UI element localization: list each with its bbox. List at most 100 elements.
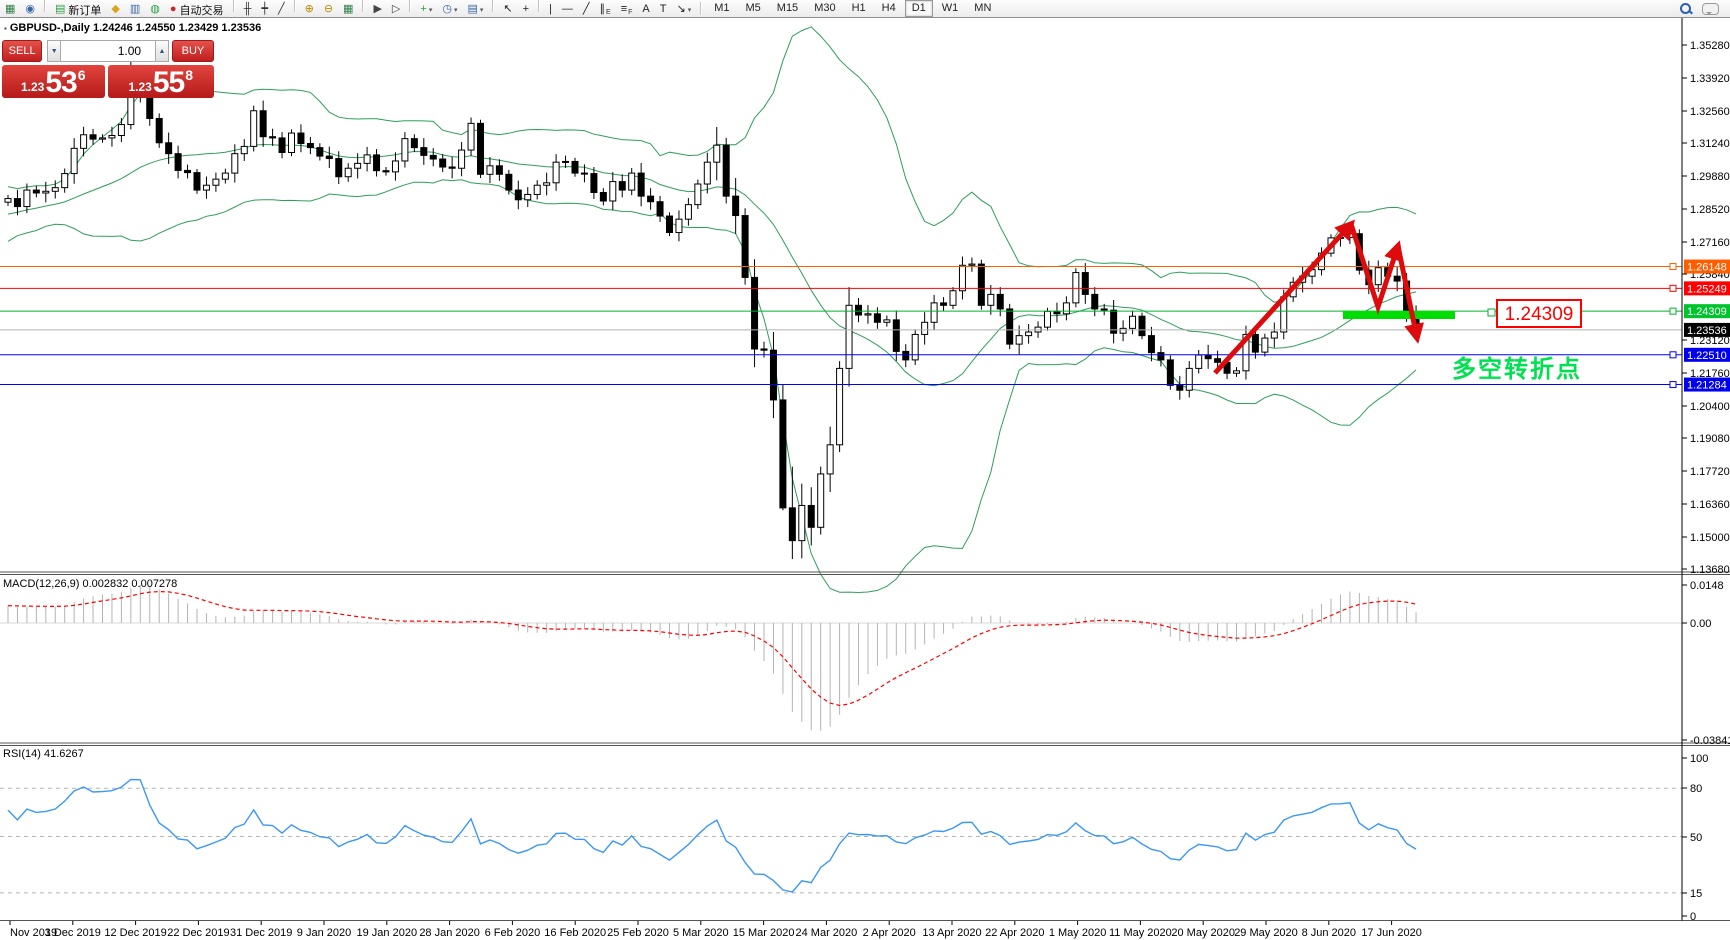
candle-chart-icon: ┿ [261,3,268,15]
tile-windows-icon: ▦ [343,3,354,15]
styles-bucket-icon[interactable]: ◆ [107,1,123,18]
axis-tick-label: 1.21760 [1690,368,1730,380]
final-drop-arrow[interactable] [1395,245,1424,344]
support-zone-bar[interactable] [1343,311,1455,319]
templates-icon[interactable]: ▤ ▾ [463,1,487,18]
buy-price-box[interactable]: 1.23 55 8 [107,65,214,98]
market-watch-icon: ▥ [129,3,141,15]
print-preview-icon[interactable]: ◉ [21,1,39,18]
trend-annotations[interactable]: 1.24309 多空转折点 [1213,219,1582,383]
zoom-in-icon[interactable]: ⊕ [301,1,318,18]
sell-button[interactable]: SELL [2,40,43,62]
axis-tick-label: 1.15000 [1690,532,1730,544]
zigzag-pullback[interactable] [1348,223,1404,316]
periods-icon[interactable]: ◷ ▾ [438,1,461,18]
price-badge-text: 1.22510 [1687,350,1727,362]
axis-tick-label: 1.20400 [1690,401,1730,413]
macd-pane: MACD(12,26,9) 0.002832 0.007278 [0,578,1682,731]
zoom-in-icon: ⊕ [304,3,314,15]
level-line-anchor[interactable] [1669,381,1677,389]
timeframe-w1[interactable]: W1 [941,2,959,14]
fibo-icon: ≡ [620,3,628,15]
fibo-icon[interactable]: ≡ F [617,1,637,18]
timeframe-mn[interactable]: MN [974,2,992,14]
search-icon[interactable] [1679,2,1692,15]
level-line-anchor[interactable] [1669,284,1677,292]
bar-chart-icon[interactable]: ╫ [240,1,256,18]
auto-trading-icon[interactable]: ● 自动交易 [166,1,228,18]
level-line-anchor[interactable] [1669,263,1677,271]
timeframe-m5[interactable]: M5 [745,2,761,14]
indicators-icon[interactable]: + ▾ [416,1,436,18]
toolbar-separator [700,2,703,15]
cursor-icon: ↖ [503,3,513,15]
price-badge-text: 1.26148 [1687,262,1727,274]
arrows-icon[interactable]: ↘ ▾ [672,1,695,18]
macd-axis-label: -0.038415 [1690,735,1730,747]
price-callout-text: 1.24309 [1505,304,1574,325]
price-badge [1684,377,1730,392]
candle-chart-icon[interactable]: ┿ [257,1,272,18]
market-watch-icon[interactable]: ▥ [126,1,144,18]
chart-area[interactable]: 1.24309 多空转折点 MACD(12,26,9) 0.002832 0.007… [0,17,1730,940]
axis-tick-label: 1.31240 [1690,138,1730,150]
auto-trading-icon-label: 自动交易 [179,4,224,17]
trendline-icon[interactable]: ╱ [579,1,594,18]
price-badge [1684,347,1730,362]
price-badge [1684,304,1730,319]
volume-input[interactable] [61,40,156,62]
timeframe-m1[interactable]: M1 [714,2,730,14]
auto-trading-icon: ● [169,3,177,15]
buy-button[interactable]: BUY [171,40,215,62]
chart-window-icon[interactable]: ▦ [1,1,19,18]
toolbar-left-group: ▦ ◉ ▤ 新订单 ◆ ▥ ◍ ● 自动交易 ╫ ┿ ╱ ⊕ ⊖ ▦ ▶ ▷ + ▾ ◷ ▾ ▤ ▾ ↖ + | — ╱ ∥ E ≡ F A T ↘… [0,0,696,18]
channel-icon[interactable]: ∥ E [596,1,615,18]
styles-bucket-icon: ◆ [111,3,120,15]
timeframe-m30[interactable]: M30 [814,2,836,14]
trend-arrow-up[interactable] [1213,219,1356,375]
tile-windows-icon[interactable]: ▦ [339,1,357,18]
auto-scroll-icon: ▶ [373,3,382,15]
hline-icon[interactable]: — [558,1,577,18]
axis-tick-label: 1.27160 [1690,237,1730,249]
cursor-icon[interactable]: ↖ [499,1,516,18]
crosshair-icon[interactable]: + [519,1,533,18]
axis-tick-label: 1.35280 [1690,40,1730,52]
channel-icon-sub: E [606,8,611,16]
signals-icon[interactable]: ◍ [146,1,164,18]
level-line-anchor[interactable] [1669,351,1677,359]
zoom-out-icon[interactable]: ⊖ [320,1,337,18]
new-order-icon[interactable]: ▤ 新订单 [51,1,105,18]
price-callout-box[interactable] [1496,299,1582,328]
hline-icon: — [561,3,573,15]
cn-annotation-text: 多空转折点 [1452,355,1582,383]
timeframe-m15[interactable]: M15 [776,2,799,14]
periods-icon-caret: ▾ [453,6,458,14]
auto-scroll-icon[interactable]: ▶ [369,1,385,18]
arrows-icon-caret: ▾ [687,6,692,14]
axis-tick-label: 1.33920 [1690,73,1730,85]
vline-icon[interactable]: | [545,1,556,18]
timeframe-d1[interactable]: D1 [904,0,933,17]
chat-icon[interactable] [1702,2,1719,15]
one-click-trading-panel: SELL ▼ ▲ BUY 1.23 53 6 1.23 55 8 [2,40,215,98]
date-label: 11 May 2020 [1109,927,1172,939]
date-label: 3 Dec 2019 [45,927,101,939]
text-icon[interactable]: A [638,1,653,18]
volume-increase-button[interactable]: ▲ [155,40,169,62]
chart-title-icon: ▪ [4,24,7,33]
level-line-anchor[interactable] [1669,307,1677,315]
rsi-label: RSI(14) 41.6267 [3,748,84,760]
timeframe-h4[interactable]: H4 [881,2,896,14]
price-badge-text: 1.24309 [1687,306,1727,318]
chart-shift-icon[interactable]: ▷ [388,1,404,18]
timeframe-h1[interactable]: H1 [851,2,866,14]
macd-signal-line [7,590,1417,707]
rsi-axis-label: 0 [1690,911,1696,923]
line-chart-icon[interactable]: ╱ [274,1,289,18]
sell-price-box[interactable]: 1.23 53 6 [2,65,105,98]
label-icon[interactable]: T [656,1,671,18]
callout-anchor[interactable] [1487,308,1496,317]
price-badge [1684,281,1730,296]
volume-decrease-button[interactable]: ▼ [47,40,62,62]
